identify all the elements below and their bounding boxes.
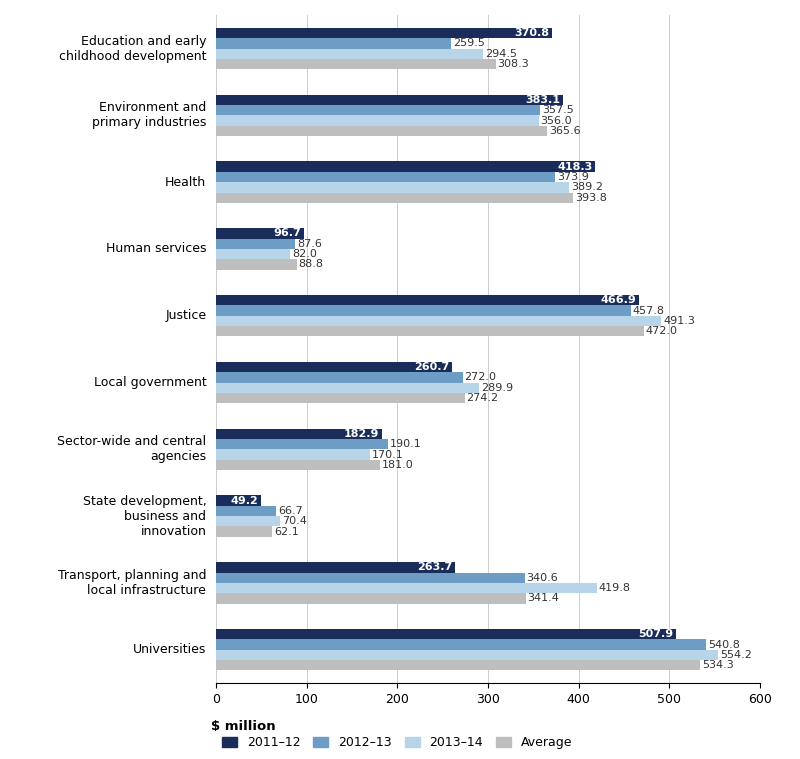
Text: 181.0: 181.0	[382, 460, 414, 470]
Bar	[216, 249, 290, 260]
Bar	[216, 38, 451, 49]
Text: 418.3: 418.3	[558, 162, 593, 172]
Text: 419.8: 419.8	[598, 583, 630, 593]
Bar	[216, 193, 573, 203]
Legend: 2011–12, 2012–13, 2013–14, Average: 2011–12, 2012–13, 2013–14, Average	[222, 736, 572, 749]
Text: 534.3: 534.3	[702, 660, 734, 670]
Text: 373.9: 373.9	[557, 172, 589, 182]
Bar	[216, 650, 718, 660]
Bar	[216, 562, 455, 572]
Bar	[216, 162, 595, 172]
Text: 393.8: 393.8	[575, 193, 606, 203]
Text: 170.1: 170.1	[372, 449, 404, 459]
Text: 341.4: 341.4	[527, 594, 559, 603]
Text: 340.6: 340.6	[526, 573, 558, 583]
Text: 190.1: 190.1	[390, 439, 422, 449]
Bar	[216, 505, 277, 516]
Text: 472.0: 472.0	[646, 326, 678, 336]
Bar	[216, 305, 631, 316]
Text: 540.8: 540.8	[708, 640, 740, 650]
Bar	[216, 439, 388, 449]
Text: 294.5: 294.5	[485, 49, 517, 58]
Bar	[216, 316, 662, 326]
Text: $ million: $ million	[210, 720, 275, 733]
Bar	[216, 115, 538, 126]
Bar	[216, 429, 382, 439]
Text: 70.4: 70.4	[282, 516, 306, 526]
Bar	[216, 172, 555, 182]
Text: 263.7: 263.7	[417, 562, 452, 572]
Bar	[216, 383, 479, 393]
Text: 491.3: 491.3	[663, 316, 695, 326]
Bar	[216, 594, 526, 603]
Bar	[216, 295, 639, 305]
Text: 87.6: 87.6	[298, 239, 322, 249]
Bar	[216, 49, 483, 59]
Text: 62.1: 62.1	[274, 527, 299, 537]
Text: 289.9: 289.9	[481, 383, 513, 392]
Text: 457.8: 457.8	[633, 306, 665, 316]
Bar	[216, 372, 462, 383]
Bar	[216, 260, 297, 269]
Text: 365.6: 365.6	[550, 126, 581, 136]
Text: 466.9: 466.9	[601, 295, 637, 305]
Text: 182.9: 182.9	[344, 429, 379, 439]
Text: 260.7: 260.7	[414, 362, 450, 372]
Bar	[216, 572, 525, 583]
Text: 82.0: 82.0	[292, 249, 317, 259]
Bar	[216, 126, 547, 136]
Bar	[216, 59, 495, 69]
Text: 507.9: 507.9	[638, 629, 674, 639]
Text: 272.0: 272.0	[465, 373, 497, 383]
Text: 357.5: 357.5	[542, 106, 574, 115]
Bar	[216, 527, 272, 537]
Text: 259.5: 259.5	[453, 39, 485, 49]
Bar	[216, 496, 261, 505]
Bar	[216, 516, 280, 527]
Bar	[216, 639, 706, 650]
Bar	[216, 583, 597, 594]
Text: 96.7: 96.7	[274, 228, 301, 238]
Text: 274.2: 274.2	[466, 393, 498, 403]
Bar	[216, 393, 465, 403]
Text: 66.7: 66.7	[278, 506, 303, 516]
Bar	[216, 238, 295, 249]
Bar	[216, 660, 701, 670]
Text: 554.2: 554.2	[720, 650, 752, 660]
Bar	[216, 95, 563, 105]
Bar	[216, 28, 552, 38]
Text: 383.1: 383.1	[526, 95, 561, 105]
Text: 49.2: 49.2	[230, 496, 258, 505]
Text: 356.0: 356.0	[541, 115, 572, 125]
Bar	[216, 629, 677, 639]
Bar	[216, 326, 644, 336]
Bar	[216, 105, 540, 115]
Bar	[216, 460, 380, 470]
Bar	[216, 362, 452, 372]
Bar	[216, 449, 370, 460]
Text: 389.2: 389.2	[570, 182, 602, 192]
Text: 370.8: 370.8	[514, 28, 550, 38]
Text: 308.3: 308.3	[498, 59, 529, 69]
Bar	[216, 182, 569, 193]
Bar	[216, 228, 304, 238]
Text: 88.8: 88.8	[298, 260, 323, 269]
